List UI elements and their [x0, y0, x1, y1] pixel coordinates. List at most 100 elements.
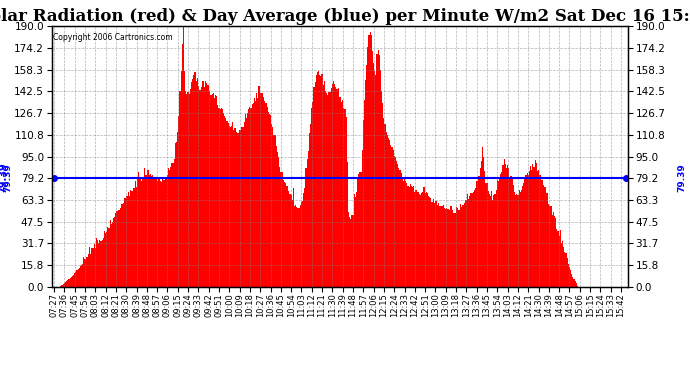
Bar: [368, 35, 370, 287]
Bar: [424, 193, 426, 287]
Bar: [245, 114, 246, 287]
Bar: [398, 168, 400, 287]
Bar: [103, 237, 104, 287]
Bar: [162, 178, 164, 287]
Bar: [250, 108, 252, 287]
Bar: [500, 174, 502, 287]
Bar: [204, 87, 205, 287]
Bar: [571, 274, 572, 287]
Bar: [280, 172, 282, 287]
Bar: [263, 97, 264, 287]
Bar: [468, 199, 469, 287]
Bar: [237, 133, 238, 287]
Bar: [573, 279, 575, 287]
Bar: [467, 194, 468, 287]
Bar: [521, 190, 522, 287]
Bar: [101, 240, 103, 287]
Bar: [537, 171, 538, 287]
Bar: [255, 101, 256, 287]
Bar: [313, 87, 315, 287]
Bar: [434, 203, 435, 287]
Bar: [377, 50, 379, 287]
Bar: [91, 248, 92, 287]
Bar: [217, 105, 219, 287]
Bar: [106, 232, 108, 287]
Bar: [159, 179, 160, 287]
Bar: [529, 171, 530, 287]
Bar: [485, 183, 486, 287]
Bar: [393, 150, 394, 287]
Bar: [241, 127, 242, 287]
Bar: [480, 168, 481, 287]
Bar: [92, 248, 94, 287]
Bar: [469, 196, 471, 287]
Bar: [200, 90, 201, 287]
Bar: [560, 231, 561, 287]
Bar: [554, 216, 555, 287]
Bar: [320, 75, 322, 287]
Bar: [435, 201, 436, 287]
Bar: [141, 178, 143, 287]
Bar: [269, 114, 270, 287]
Bar: [371, 34, 372, 287]
Bar: [326, 93, 327, 287]
Bar: [441, 206, 442, 287]
Bar: [402, 178, 403, 287]
Bar: [359, 172, 360, 287]
Bar: [172, 163, 174, 287]
Bar: [168, 168, 169, 287]
Bar: [516, 194, 518, 287]
Bar: [65, 282, 66, 287]
Bar: [415, 190, 417, 287]
Bar: [256, 93, 257, 287]
Bar: [440, 206, 441, 287]
Bar: [489, 194, 490, 287]
Bar: [558, 231, 559, 287]
Bar: [121, 204, 122, 287]
Bar: [68, 279, 70, 287]
Bar: [570, 270, 571, 287]
Bar: [356, 192, 357, 287]
Bar: [528, 175, 529, 287]
Bar: [428, 196, 429, 287]
Bar: [238, 132, 239, 287]
Bar: [235, 132, 237, 287]
Bar: [513, 186, 514, 287]
Bar: [572, 277, 573, 287]
Bar: [353, 195, 355, 287]
Bar: [499, 179, 500, 287]
Bar: [525, 174, 526, 287]
Bar: [270, 115, 271, 287]
Bar: [493, 195, 495, 287]
Bar: [507, 165, 509, 287]
Bar: [391, 147, 393, 287]
Bar: [540, 175, 542, 287]
Bar: [429, 198, 431, 287]
Bar: [61, 285, 63, 287]
Bar: [515, 195, 516, 287]
Bar: [411, 186, 412, 287]
Bar: [577, 285, 578, 287]
Bar: [545, 187, 546, 287]
Bar: [289, 194, 290, 287]
Bar: [459, 210, 460, 287]
Bar: [266, 107, 268, 287]
Bar: [502, 165, 504, 287]
Bar: [104, 231, 105, 287]
Bar: [555, 218, 556, 287]
Bar: [546, 193, 547, 287]
Text: Solar Radiation (red) & Day Average (blue) per Minute W/m2 Sat Dec 16 15:54: Solar Radiation (red) & Day Average (blu…: [0, 8, 690, 25]
Bar: [94, 244, 95, 287]
Bar: [310, 124, 311, 287]
Bar: [127, 196, 128, 287]
Bar: [285, 183, 286, 287]
Bar: [374, 71, 375, 287]
Bar: [337, 88, 339, 287]
Bar: [422, 192, 424, 287]
Bar: [426, 192, 427, 287]
Bar: [397, 164, 398, 287]
Bar: [327, 95, 328, 287]
Bar: [170, 167, 171, 287]
Bar: [301, 202, 302, 287]
Bar: [293, 188, 294, 287]
